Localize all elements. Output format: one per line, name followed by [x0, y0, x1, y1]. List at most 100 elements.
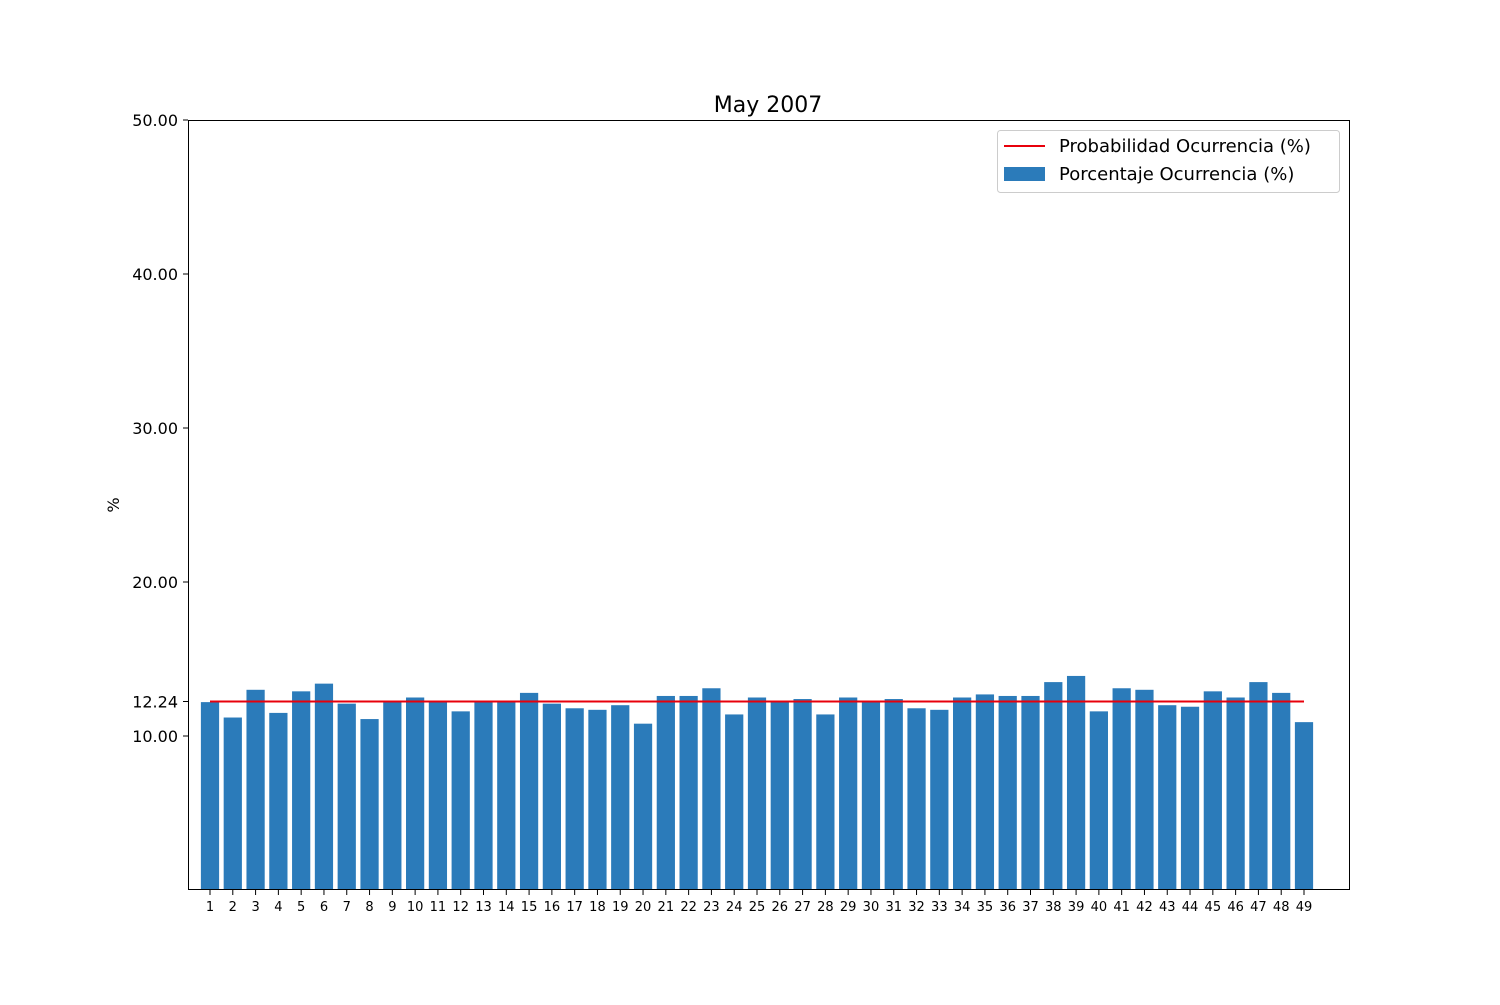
x-tick-label: 14 [498, 900, 515, 915]
bar-10 [406, 697, 425, 890]
bar-6 [314, 683, 334, 890]
bar-9 [383, 700, 402, 890]
x-tick-label: 30 [863, 900, 880, 915]
bar-47 [1249, 682, 1268, 890]
x-tick-label: 22 [680, 900, 697, 915]
bar-13 [474, 700, 493, 890]
x-tick-label: 3 [251, 900, 259, 915]
x-tick-label: 17 [566, 900, 583, 915]
bar-16 [542, 703, 561, 890]
y-axis-label: % [104, 497, 123, 512]
bar-25 [747, 697, 767, 890]
bar-33 [930, 709, 949, 890]
x-tick-label: 7 [343, 900, 351, 915]
bar-23 [702, 688, 721, 890]
x-tick-label: 11 [430, 900, 447, 915]
x-tick-label: 42 [1136, 900, 1153, 915]
bar-42 [1135, 689, 1154, 890]
bar-35 [975, 694, 995, 890]
bar-4 [269, 712, 288, 890]
x-tick-label: 6 [320, 900, 328, 915]
x-tick-label: 28 [817, 900, 834, 915]
x-tick-label: 20 [635, 900, 652, 915]
bar-43 [1158, 705, 1177, 890]
x-tick-label: 36 [999, 900, 1016, 915]
plot-frame [188, 120, 1350, 890]
x-tick-label: 27 [794, 900, 811, 915]
bar-22 [679, 695, 698, 890]
bar-45 [1203, 691, 1222, 890]
x-tick-label: 44 [1182, 900, 1199, 915]
bar-15 [519, 692, 539, 890]
x-tick-label: 19 [612, 900, 629, 915]
bar-21 [656, 695, 675, 890]
bar-49 [1294, 722, 1314, 890]
bar-48 [1272, 692, 1291, 890]
x-tick-label: 39 [1068, 900, 1085, 915]
x-tick-label: 34 [954, 900, 971, 915]
x-tick-label: 46 [1227, 900, 1244, 915]
y-tick-label: 40.00 [132, 265, 178, 284]
bar-14 [497, 700, 516, 890]
bar-41 [1112, 688, 1131, 890]
x-tick-label: 35 [977, 900, 994, 915]
bar-27 [793, 699, 812, 890]
x-axis: 1 2 3 4 5 6 7 8 9 10 11 12 13 14 15 16 17 18 19 20 21 22 23 24 2… [206, 890, 1312, 915]
x-tick-label: 48 [1273, 900, 1290, 915]
x-tick-label: 29 [840, 900, 857, 915]
x-tick-label: 5 [297, 900, 305, 915]
x-tick-label: 8 [365, 900, 373, 915]
x-tick-label: 25 [749, 900, 766, 915]
legend-box [997, 130, 1340, 193]
bar-30 [861, 700, 881, 890]
x-tick-label: 12 [452, 900, 469, 915]
x-tick-label: 24 [726, 900, 743, 915]
x-tick-label: 37 [1022, 900, 1039, 915]
bar-32 [907, 708, 926, 890]
bar-46 [1226, 697, 1245, 890]
bar-3 [246, 689, 265, 890]
x-tick-label: 1 [206, 900, 214, 915]
bar-40 [1089, 711, 1108, 890]
x-tick-label: 13 [475, 900, 492, 915]
bar-26 [770, 700, 789, 890]
x-tick-label: 49 [1296, 900, 1313, 915]
bar-37 [1021, 695, 1040, 890]
bar-18 [588, 709, 607, 890]
bar-11 [428, 700, 448, 890]
bar-36 [998, 695, 1017, 890]
bar-2 [223, 717, 242, 890]
bar-1 [200, 702, 220, 890]
bar-17 [565, 708, 584, 890]
legend-bar-swatch [1004, 167, 1045, 181]
bar-20 [633, 723, 653, 890]
x-tick-label: 43 [1159, 900, 1176, 915]
bar-39 [1066, 675, 1086, 890]
y-tick-label: 30.00 [132, 419, 178, 438]
legend-label-probabilidad: Probabilidad Ocurrencia (%) [1059, 136, 1311, 157]
bar-29 [839, 697, 858, 890]
x-tick-label: 23 [703, 900, 720, 915]
x-tick-label: 32 [908, 900, 925, 915]
x-tick-label: 38 [1045, 900, 1062, 915]
x-tick-label: 26 [772, 900, 789, 915]
bar-19 [611, 705, 630, 890]
bar-12 [451, 711, 470, 890]
bars-layer [200, 675, 1314, 890]
x-tick-label: 47 [1250, 900, 1267, 915]
x-tick-label: 4 [274, 900, 282, 915]
x-tick-label: 33 [931, 900, 948, 915]
bar-34 [953, 697, 972, 890]
bar-31 [884, 699, 903, 890]
x-tick-label: 40 [1091, 900, 1108, 915]
x-tick-label: 9 [388, 900, 396, 915]
bar-24 [725, 714, 744, 890]
bar-7 [337, 703, 356, 890]
legend: Probabilidad Ocurrencia (%) Porcentaje O… [997, 130, 1340, 193]
x-tick-label: 15 [521, 900, 538, 915]
bar-38 [1044, 682, 1063, 890]
x-tick-label: 2 [229, 900, 237, 915]
x-tick-label: 45 [1205, 900, 1222, 915]
y-tick-label: 20.00 [132, 573, 178, 592]
bar-44 [1180, 706, 1200, 890]
